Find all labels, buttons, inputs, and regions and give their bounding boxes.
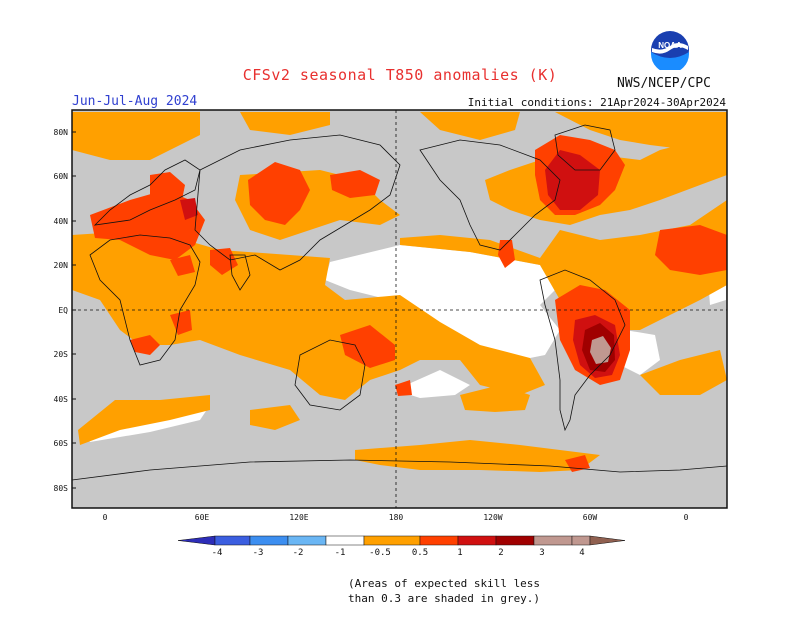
latitude-label: 20N [54,261,69,270]
warm-anomaly-areas-4 [590,336,611,364]
colorbar-tick-label: 4 [579,548,584,558]
latitude-label: 80S [54,484,69,493]
latitude-label: 60N [54,172,69,181]
latitude-labels: 80N 60N 40N 20N EQ 20S 40S 60S 80S [54,128,76,493]
colorbar-tick-label: -3 [253,548,264,558]
longitude-label: 120W [483,513,502,522]
noaa-logo-text: NOAA [658,41,682,50]
colorbar-segment [571,535,591,546]
organization-label: NWS/NCEP/CPC [617,76,711,91]
longitude-labels: 0 60E 120E 180 120W 60W 0 [103,513,689,522]
chart-title: CFSv2 seasonal T850 anomalies (K) [242,66,558,84]
colorbar-arrow-high [589,535,626,546]
skill-note-line-1: (Areas of expected skill less [348,577,541,590]
colorbar-segment [533,535,573,546]
colorbar-tick-label: 2 [498,548,503,558]
noaa-logo-icon: NOAA [651,31,689,70]
latitude-label: 40N [54,217,69,226]
longitude-label: 120E [289,513,308,522]
forecast-period: Jun-Jul-Aug 2024 [72,94,198,109]
colorbar-arrow-low [177,535,216,546]
colorbar-tick-label: -0.5 [369,548,391,558]
longitude-label: 60E [195,513,210,522]
latitude-label: 20S [54,350,69,359]
colorbar-tick-label: -4 [212,548,223,558]
colorbar-segment [457,535,497,546]
colorbar-segment [363,535,421,546]
colorbar-tick-label: -2 [293,548,304,558]
colorbar-tick-label: 0.5 [412,548,428,558]
colorbar-segment [287,535,327,546]
colorbar-segment [325,535,365,546]
colorbar-segment [249,535,289,546]
colorbar-tick-label: -1 [335,548,346,558]
colorbar-segment [214,535,251,546]
longitude-label: 180 [389,513,404,522]
longitude-label: 0 [684,513,689,522]
colorbar-segment [419,535,459,546]
skill-note: (Areas of expected skill less than 0.3 a… [348,576,540,606]
latitude-label: 60S [54,439,69,448]
skill-note-line-2: than 0.3 are shaded in grey.) [348,592,541,605]
latitude-label: EQ [58,306,68,315]
colorbar-tick-label: 3 [539,548,544,558]
latitude-label: 40S [54,395,69,404]
map-frame [71,109,728,509]
initial-conditions: Initial conditions: 21Apr2024-30Apr2024 [467,96,726,109]
longitude-label: 0 [103,513,108,522]
color-legend: -4 -3 -2 -1 -0.5 0.5 1 2 3 4 [177,535,626,558]
colorbar-segment [495,535,535,546]
latitude-label: 80N [54,128,69,137]
longitude-label: 60W [583,513,598,522]
coastlines [72,124,727,481]
colorbar-tick-label: 1 [457,548,462,558]
